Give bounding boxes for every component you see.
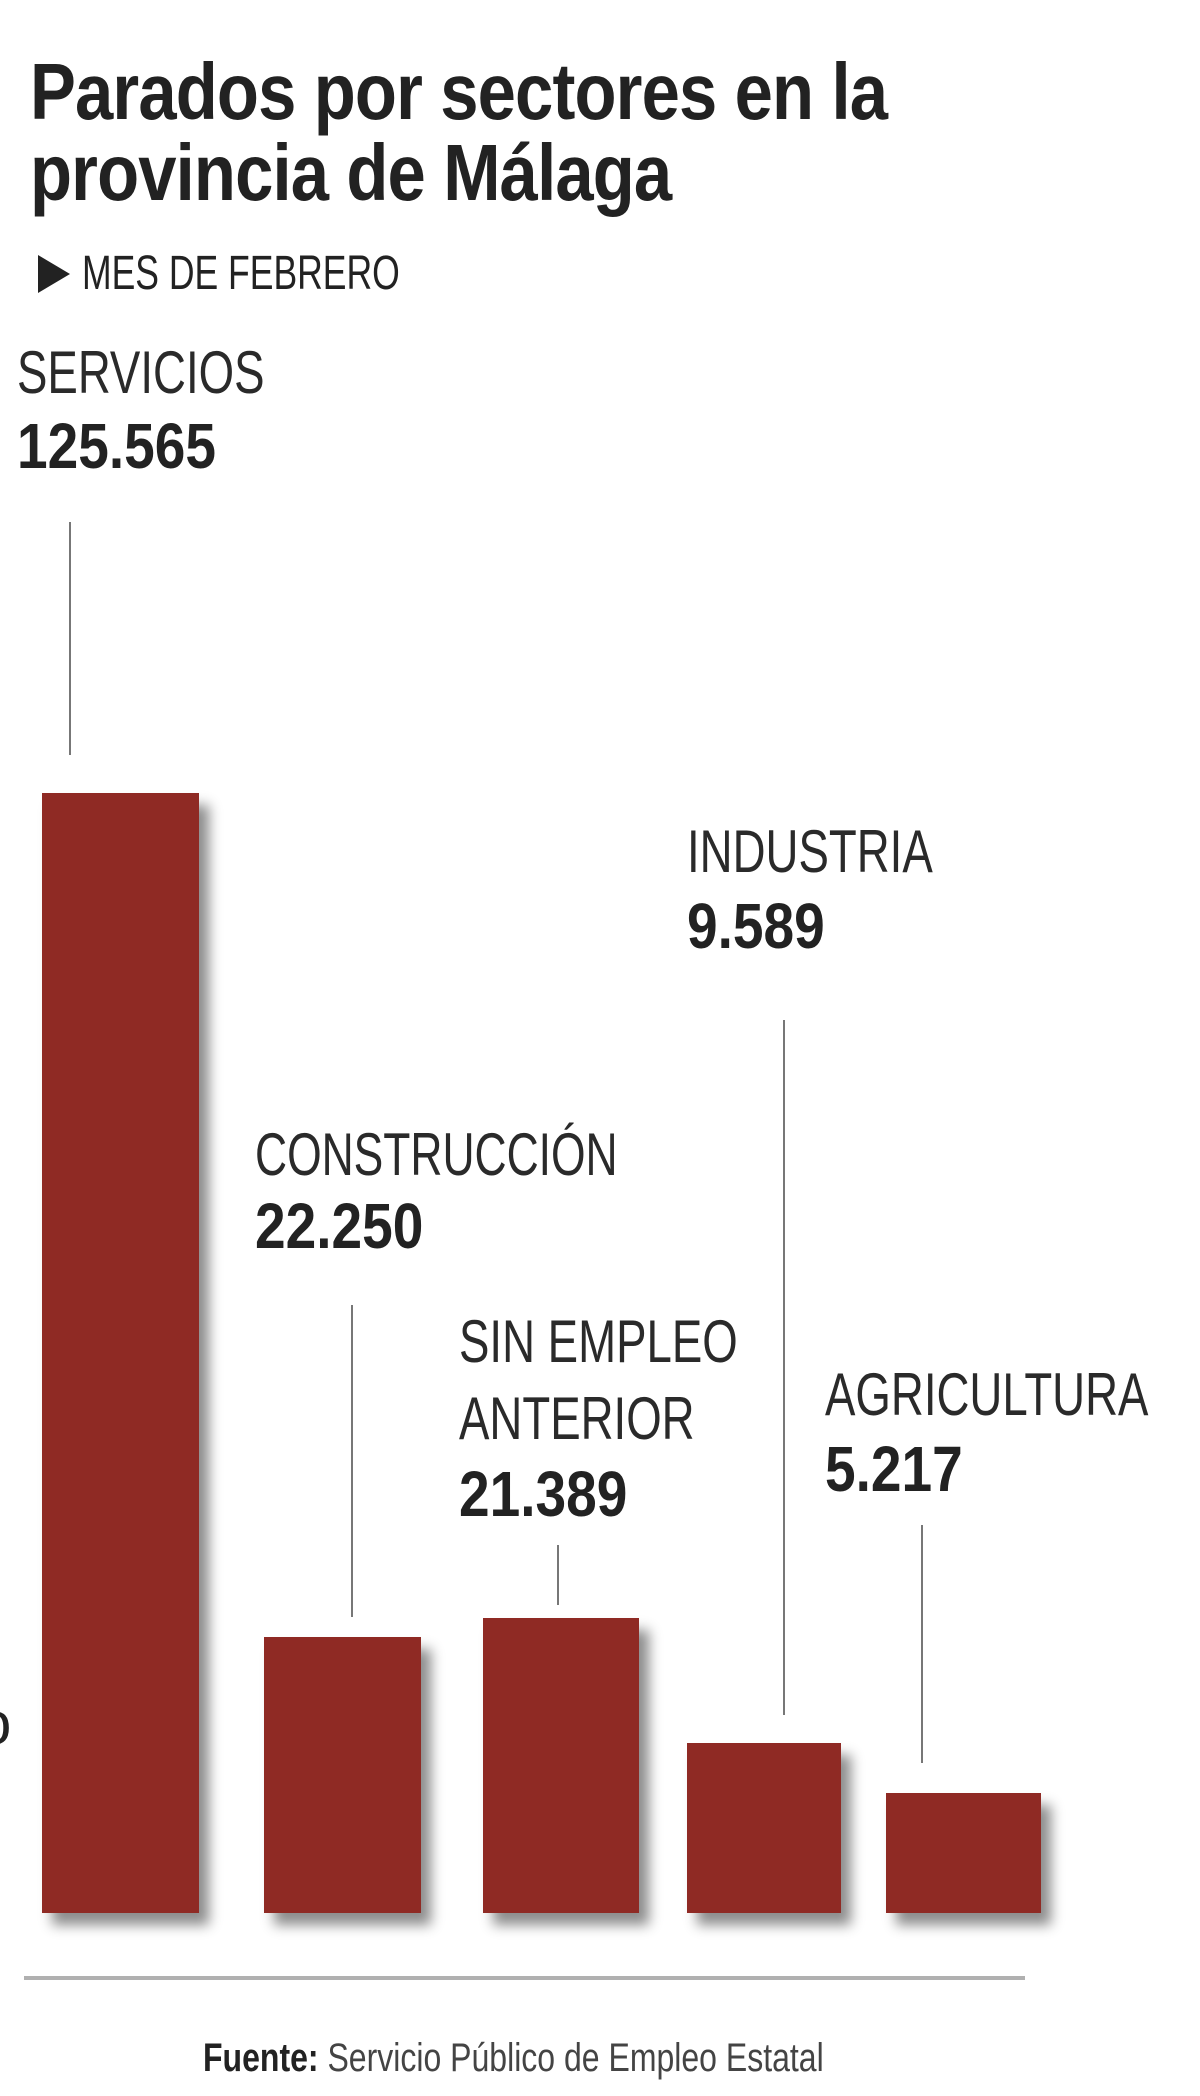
source-text: Servicio Público de Empleo Estatal — [318, 2036, 824, 2080]
play-triangle-icon — [38, 255, 70, 293]
chart-title-line-1: Parados por sectores en la — [30, 52, 1027, 132]
value-industria: 9.589 — [687, 890, 825, 962]
leader-line-construccion — [351, 1305, 353, 1617]
bar-agricultura — [886, 1793, 1041, 1913]
leader-line-agricultura — [921, 1525, 923, 1763]
value-agricultura: 5.217 — [825, 1433, 963, 1505]
label-agricultura: AGRICULTURA — [825, 1361, 1149, 1428]
label-sin-empleo-line-2: ANTERIOR — [459, 1385, 695, 1452]
source-label: Fuente: — [203, 2036, 319, 2080]
leader-line-industria — [783, 1020, 785, 1715]
value-servicios: 125.565 — [17, 410, 216, 482]
chart-title-text-2: provincia de Málaga — [30, 128, 672, 217]
leader-line-sin-empleo — [557, 1545, 559, 1605]
bar-industria — [687, 1743, 841, 1913]
subtitle-text: MES DE FEBRERO — [82, 247, 400, 300]
chart-subtitle: MES DE FEBRERO — [82, 250, 511, 298]
label-servicios: SERVICIOS — [17, 339, 265, 406]
label-construccion: CONSTRUCCIÓN — [255, 1121, 618, 1188]
chart-baseline — [24, 1976, 1025, 1980]
chart-title-line-2: provincia de Málaga — [30, 133, 776, 213]
value-sin-empleo: 21.389 — [459, 1458, 628, 1530]
bar-construccion — [264, 1637, 421, 1913]
bar-sin-empleo-anterior — [483, 1618, 639, 1913]
chart-title-text-1: Parados por sectores en la — [30, 47, 888, 136]
value-construccion: 22.250 — [255, 1190, 424, 1262]
bar-servicios — [42, 793, 199, 1913]
clipped-edge-glyph: o — [0, 1694, 11, 1754]
label-sin-empleo-line-1: SIN EMPLEO — [459, 1308, 738, 1375]
leader-line-servicios — [69, 522, 71, 755]
source-note: Fuente: Servicio Público de Empleo Estat… — [203, 2038, 979, 2078]
label-industria: INDUSTRIA — [687, 818, 933, 885]
